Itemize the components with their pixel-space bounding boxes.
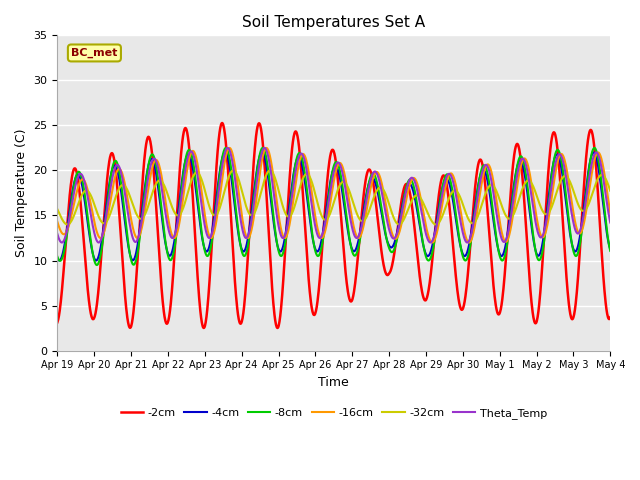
Legend: -2cm, -4cm, -8cm, -16cm, -32cm, Theta_Temp: -2cm, -4cm, -8cm, -16cm, -32cm, Theta_Te… xyxy=(116,404,552,423)
Title: Soil Temperatures Set A: Soil Temperatures Set A xyxy=(243,15,426,30)
-32cm xyxy=(177,210,184,216)
-32cm xyxy=(541,211,549,217)
Theta_Temp xyxy=(493,211,500,216)
-8cm xyxy=(420,245,428,251)
-2cm xyxy=(607,314,614,320)
Theta_Temp xyxy=(607,220,614,226)
-32cm xyxy=(420,203,428,208)
-16cm xyxy=(54,219,61,225)
Theta_Temp xyxy=(238,226,246,231)
-2cm xyxy=(200,325,207,331)
Text: BC_met: BC_met xyxy=(71,48,118,58)
Theta_Temp xyxy=(163,219,171,225)
Theta_Temp xyxy=(260,145,268,151)
-16cm xyxy=(429,240,436,245)
-16cm xyxy=(177,215,184,220)
-32cm xyxy=(239,192,247,198)
-32cm xyxy=(63,222,71,228)
-16cm xyxy=(163,207,171,213)
-8cm xyxy=(492,233,500,239)
-2cm xyxy=(163,321,171,326)
Y-axis label: Soil Temperature (C): Soil Temperature (C) xyxy=(15,129,28,257)
Line: -16cm: -16cm xyxy=(58,148,611,242)
-2cm xyxy=(177,160,184,166)
Line: -4cm: -4cm xyxy=(58,153,611,261)
X-axis label: Time: Time xyxy=(319,376,349,389)
Theta_Temp xyxy=(420,222,428,228)
-16cm xyxy=(493,198,500,204)
-8cm xyxy=(607,248,614,254)
-8cm xyxy=(163,250,171,255)
Line: -2cm: -2cm xyxy=(58,123,611,328)
-8cm xyxy=(177,193,184,199)
-32cm xyxy=(230,168,237,173)
Line: Theta_Temp: Theta_Temp xyxy=(58,148,611,242)
-16cm xyxy=(541,230,549,236)
-4cm xyxy=(590,150,598,156)
Theta_Temp xyxy=(54,231,61,237)
-4cm xyxy=(163,249,171,254)
-16cm xyxy=(607,210,614,216)
-32cm xyxy=(493,188,500,194)
-2cm xyxy=(420,297,428,302)
-2cm xyxy=(218,120,226,126)
Line: -8cm: -8cm xyxy=(58,148,611,265)
-32cm xyxy=(54,206,61,212)
-16cm xyxy=(226,145,234,151)
Theta_Temp xyxy=(177,202,184,208)
-4cm xyxy=(607,246,614,252)
-4cm xyxy=(541,224,548,230)
-8cm xyxy=(591,145,598,151)
Theta_Temp xyxy=(541,223,549,229)
-4cm xyxy=(56,258,63,264)
-8cm xyxy=(239,251,246,257)
-4cm xyxy=(239,248,246,254)
-16cm xyxy=(239,217,246,223)
-4cm xyxy=(492,236,500,241)
-4cm xyxy=(420,245,428,251)
-8cm xyxy=(54,254,61,260)
-32cm xyxy=(607,188,614,193)
-32cm xyxy=(163,191,171,196)
-8cm xyxy=(541,232,548,238)
-4cm xyxy=(54,256,61,262)
-4cm xyxy=(177,188,184,193)
-2cm xyxy=(54,319,61,325)
-2cm xyxy=(493,307,500,312)
-2cm xyxy=(541,214,549,220)
-8cm xyxy=(93,262,101,268)
-2cm xyxy=(239,313,247,319)
-16cm xyxy=(420,213,428,218)
Theta_Temp xyxy=(427,240,435,245)
Line: -32cm: -32cm xyxy=(58,170,611,225)
